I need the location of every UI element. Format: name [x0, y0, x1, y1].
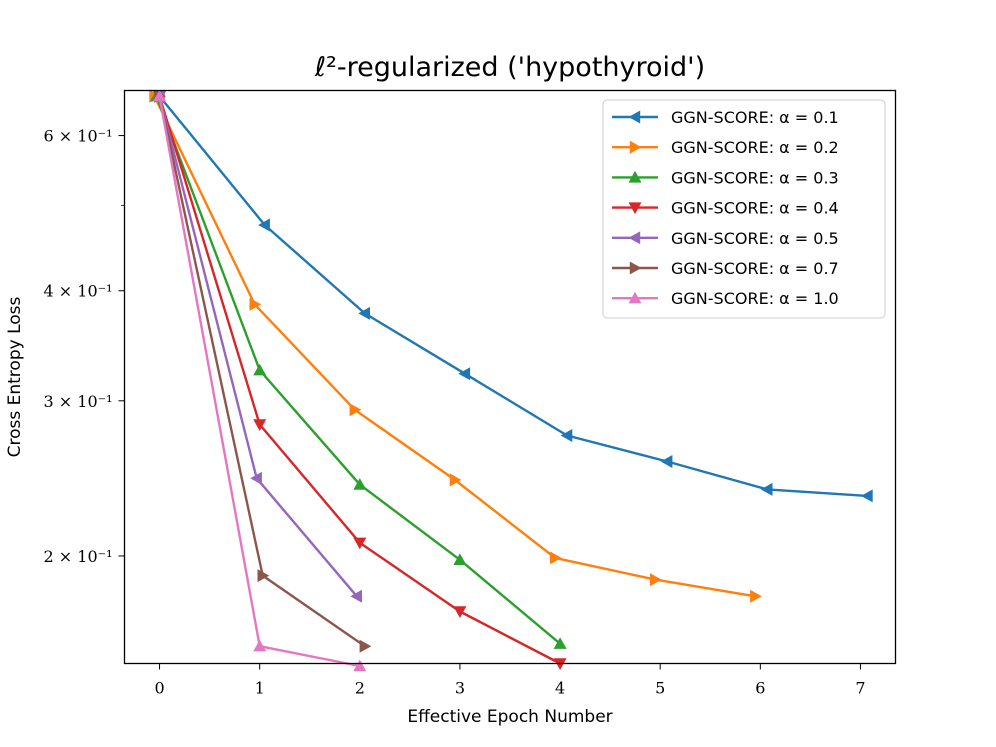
data-point	[253, 419, 267, 431]
x-tick-label: 6	[755, 679, 765, 698]
series-line	[150, 89, 567, 649]
legend-entry: GGN-SCORE: α = 1.0	[612, 289, 839, 308]
legend-entry: GGN-SCORE: α = 0.4	[612, 199, 839, 218]
data-point	[560, 429, 573, 442]
data-point	[660, 455, 673, 468]
data-point	[553, 637, 567, 649]
legend-marker	[628, 291, 642, 304]
series-path	[158, 95, 358, 598]
legend-label: GGN-SCORE: α = 0.7	[671, 259, 839, 278]
legend-marker	[629, 261, 642, 275]
chart-title: ℓ²-regularized ('hypothyroid')	[314, 52, 705, 83]
data-point	[250, 471, 262, 485]
legend-label: GGN-SCORE: α = 0.3	[671, 168, 839, 187]
data-point	[257, 569, 270, 583]
data-point	[253, 639, 267, 652]
legend-label: GGN-SCORE: α = 0.4	[671, 199, 839, 218]
x-tick-label: 4	[555, 679, 565, 698]
x-tick-label: 2	[355, 679, 365, 698]
y-axis-label: Cross Entropy Loss	[5, 296, 25, 457]
data-point	[253, 363, 267, 376]
data-point	[861, 489, 873, 503]
data-point	[453, 553, 467, 565]
legend: GGN-SCORE: α = 0.1 GGN-SCORE: α = 0.2 GGN-…	[602, 99, 886, 319]
legend-marker	[629, 140, 642, 154]
y-tick-label: 6 × 10⁻¹	[44, 127, 113, 146]
data-point	[750, 589, 762, 603]
data-point	[549, 551, 562, 565]
legend-marker	[628, 231, 641, 245]
legend-entry: GGN-SCORE: α = 0.3	[612, 168, 839, 187]
axes-frame	[123, 89, 897, 665]
data-point	[458, 367, 471, 381]
legend-entry: GGN-SCORE: α = 0.7	[612, 259, 839, 278]
y-axis: 2 × 10⁻¹ 3 × 10⁻¹ 4 × 10⁻¹ 6 × 10⁻¹	[44, 127, 125, 566]
series-path	[155, 95, 561, 645]
x-axis-label: Effective Epoch Number	[407, 707, 612, 727]
legend-marker	[628, 170, 642, 183]
legend-marker	[628, 202, 642, 215]
x-tick-label: 3	[455, 679, 465, 698]
legend-label: GGN-SCORE: α = 0.1	[671, 108, 839, 127]
legend-entry: GGN-SCORE: α = 0.2	[612, 138, 839, 157]
data-point	[353, 659, 367, 672]
series-path	[158, 95, 868, 498]
y-tick-label: 2 × 10⁻¹	[44, 547, 113, 566]
data-point	[553, 658, 567, 670]
legend-label: GGN-SCORE: α = 1.0	[671, 289, 839, 308]
y-tick-label: 4 × 10⁻¹	[44, 282, 113, 301]
data-point	[258, 218, 270, 232]
data-point	[249, 297, 262, 311]
legend-label: GGN-SCORE: α = 0.2	[671, 138, 839, 157]
x-axis: 0 1 2 3 4 5 6 7	[154, 663, 866, 698]
data-point	[153, 89, 166, 102]
series-line	[153, 91, 567, 670]
x-tick-label: 7	[855, 679, 865, 698]
x-tick-label: 1	[255, 679, 265, 698]
x-tick-label: 5	[655, 679, 665, 698]
data-point	[349, 403, 362, 417]
data-point	[449, 473, 462, 487]
x-tick-label: 0	[154, 679, 164, 698]
legend-frame	[602, 99, 886, 319]
legend-label: GGN-SCORE: α = 0.5	[671, 229, 839, 248]
data-point	[359, 639, 372, 653]
y-tick-label: 3 × 10⁻¹	[44, 392, 113, 411]
data-point	[353, 478, 367, 490]
series-line	[153, 89, 873, 503]
data-point	[358, 306, 370, 320]
legend-entry: GGN-SCORE: α = 0.1	[612, 108, 839, 127]
data-point	[353, 537, 367, 550]
legend-marker	[628, 110, 641, 124]
plot-area	[149, 89, 873, 672]
data-point	[760, 482, 773, 496]
data-point	[350, 589, 362, 603]
data-point	[650, 573, 662, 587]
legend-entry: GGN-SCORE: α = 0.5	[612, 229, 839, 248]
data-point	[453, 606, 467, 618]
series-line	[153, 89, 362, 603]
series-line	[153, 89, 367, 672]
